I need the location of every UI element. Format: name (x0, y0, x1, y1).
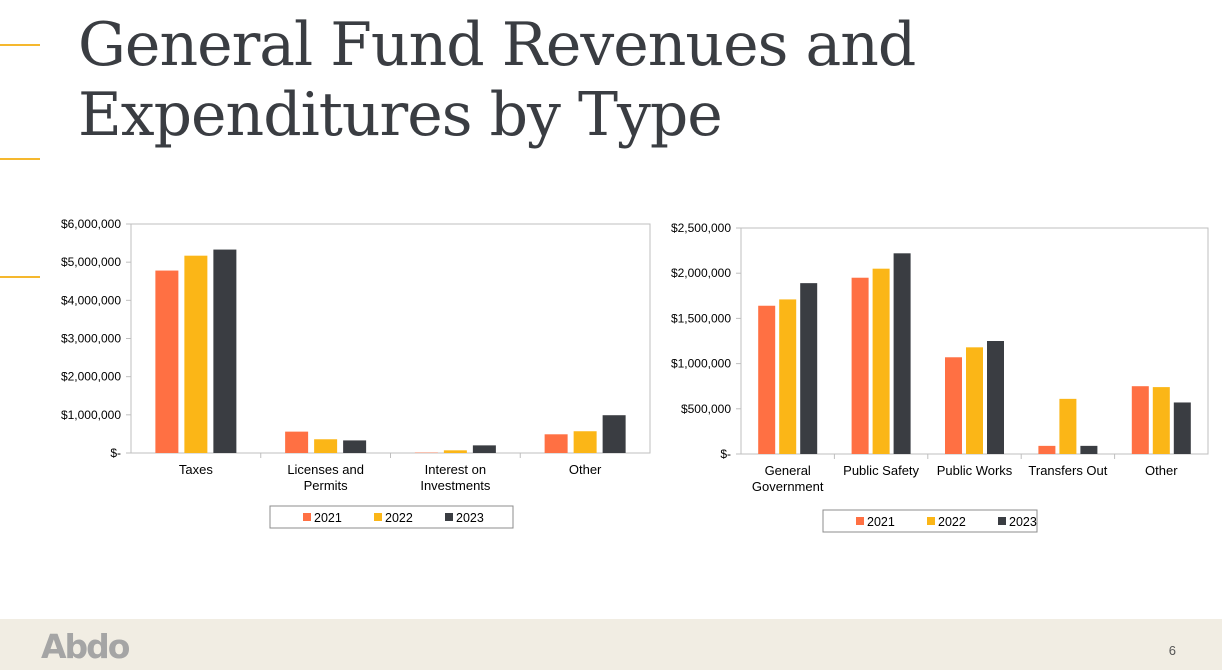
legend-swatch-2021 (303, 513, 311, 521)
y-tick-label: $6,000,000 (61, 217, 121, 231)
slide-title-line-2: Expenditures by Type (78, 80, 723, 150)
expenditures-chart: $- $500,000 $1,000,000 $1,500,000 $2,000,000… (671, 221, 1209, 533)
y-tick-label: $1,000,000 (671, 357, 731, 371)
bar-public-works-2022 (966, 347, 983, 454)
y-tick-label: $1,500,000 (671, 311, 731, 325)
accent-line-1 (0, 44, 40, 46)
x-category-label: General (765, 463, 811, 478)
legend-swatch-2022 (927, 517, 935, 525)
bar-taxes-2022 (184, 255, 208, 453)
y-tick-label: $2,500,000 (671, 221, 731, 235)
bar-other-2022 (1152, 387, 1170, 454)
slide-title-line-1: General Fund Revenues and (78, 10, 916, 80)
y-tick-label: $3,000,000 (61, 332, 121, 346)
bar-other-2023 (602, 415, 626, 453)
legend-label-2021: 2021 (867, 515, 895, 529)
bar-other-2021 (544, 434, 568, 453)
legend-label-2022: 2022 (385, 511, 413, 525)
legend-swatch-2023 (445, 513, 453, 521)
bar-general-government-2021 (758, 305, 776, 454)
x-category-label: Permits (304, 478, 349, 493)
legend-label-2023: 2023 (1009, 515, 1037, 529)
bar-other-2022 (573, 431, 597, 453)
legend-swatch-2021 (856, 517, 864, 525)
bar-public-safety-2022 (872, 268, 890, 454)
legend-label-2023: 2023 (456, 511, 484, 525)
y-tick-label: $- (110, 446, 121, 460)
legend-swatch-2022 (374, 513, 382, 521)
bar-general-government-2022 (779, 299, 797, 454)
y-tick-label: $- (720, 447, 731, 461)
revenues-chart: $- $1,000,000 $2,000,000 $3,000,000 $4,000,0… (61, 217, 651, 529)
bar-general-government-2023 (800, 283, 818, 454)
x-category-label: Public Works (937, 463, 1013, 478)
x-category-label: Public Safety (843, 463, 919, 478)
bar-transfers-out-2023 (1080, 445, 1098, 454)
bar-public-works-2023 (987, 341, 1004, 454)
x-category-label: Other (1145, 463, 1178, 478)
x-category-label: Licenses and (287, 462, 364, 477)
y-tick-label: $500,000 (681, 402, 731, 416)
y-tick-label: $4,000,000 (61, 293, 121, 307)
bar-other-2023 (1173, 402, 1191, 454)
x-category-label: Interest on (425, 462, 486, 477)
legend-box (269, 505, 514, 529)
bar-taxes-2023 (213, 249, 237, 453)
legend-label-2021: 2021 (314, 511, 342, 525)
x-category-label: Taxes (179, 462, 213, 477)
bar-licenses-and-permits-2022 (314, 439, 338, 453)
y-tick-label: $2,000,000 (671, 266, 731, 280)
accent-line-2 (0, 158, 40, 160)
bar-interest-on-investments-2022 (443, 450, 467, 453)
bar-public-works-2021 (945, 357, 962, 454)
bar-public-safety-2021 (851, 277, 869, 454)
x-category-label: Other (569, 462, 602, 477)
slide-title: General Fund Revenues and Expenditures b… (78, 10, 916, 150)
x-category-label: Government (752, 479, 824, 494)
abdo-logo: Abdo (41, 627, 130, 666)
y-tick-label: $5,000,000 (61, 255, 121, 269)
y-tick-label: $2,000,000 (61, 370, 121, 384)
bar-other-2021 (1131, 386, 1149, 454)
footer-bar: Abdo 6 (0, 619, 1222, 670)
bar-interest-on-investments-2023 (472, 445, 496, 453)
bar-transfers-out-2022 (1059, 398, 1077, 454)
accent-line-3 (0, 276, 40, 278)
page-number: 6 (1168, 643, 1176, 658)
x-category-label: Transfers Out (1028, 463, 1107, 478)
bar-public-safety-2023 (893, 253, 911, 454)
bar-transfers-out-2021 (1038, 445, 1056, 454)
y-tick-label: $1,000,000 (61, 408, 121, 422)
bar-taxes-2021 (155, 270, 179, 453)
legend-label-2022: 2022 (938, 515, 966, 529)
bar-licenses-and-permits-2023 (343, 440, 367, 453)
legend-swatch-2023 (998, 517, 1006, 525)
bar-licenses-and-permits-2021 (285, 431, 309, 453)
x-category-label: Investments (420, 478, 491, 493)
